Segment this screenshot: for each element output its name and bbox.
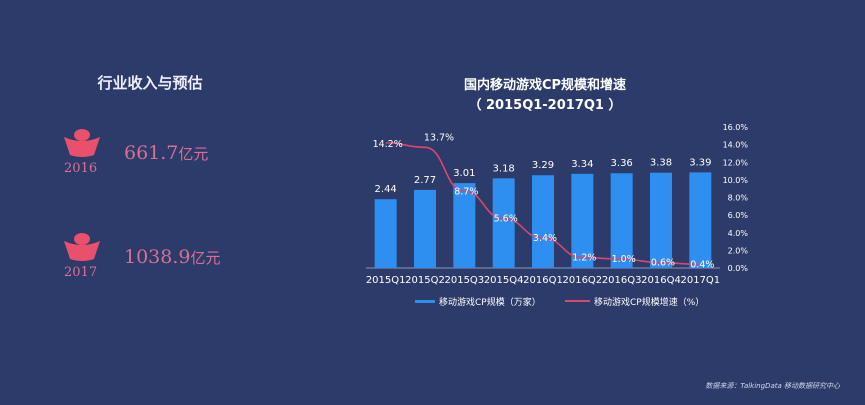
y-right-tick-label: 6.0% [728, 211, 749, 220]
line-label: 5.6% [494, 214, 518, 225]
y-right-tick-label: 8.0% [728, 194, 749, 203]
bar-label: 3.34 [571, 159, 593, 170]
bar-label: 2.44 [375, 184, 397, 195]
bar [689, 172, 712, 268]
gold-ingot-icon [64, 129, 100, 157]
bar [650, 172, 672, 268]
x-tick-label: 2015Q4 [484, 275, 524, 286]
revenue-value: 1038.9亿元 [124, 246, 221, 268]
line-label: 0.6% [651, 258, 675, 269]
line-label: 1.0% [612, 254, 636, 265]
bar [532, 175, 554, 268]
line-label: 8.7% [454, 186, 478, 197]
y-right-tick-label: 2.0% [728, 246, 749, 255]
y-right-tick-label: 4.0% [728, 229, 749, 238]
bar-label: 3.29 [532, 160, 554, 171]
x-tick-label: 2016Q2 [562, 275, 602, 286]
bar [453, 183, 476, 268]
bar [414, 189, 436, 268]
bar-label: 3.18 [493, 163, 515, 174]
source-note: 数据来源：TalkingData 移动数据研究中心 [705, 382, 840, 390]
legend-bar-swatch [415, 300, 435, 303]
gold-ingot-icon [64, 233, 100, 261]
bar [610, 173, 633, 268]
legend-line-label: 移动游戏CP规模增速（%） [594, 296, 704, 308]
bar [571, 173, 594, 268]
x-tick-label: 2017Q1 [680, 275, 720, 286]
bar-label: 3.36 [611, 158, 633, 169]
line-label: 3.4% [533, 233, 557, 244]
line-label: 14.2% [373, 139, 403, 150]
bar-label: 3.38 [650, 158, 672, 169]
year-label: 2016 [64, 161, 98, 176]
y-right-tick-label: 12.0% [723, 158, 749, 167]
chart-subtitle: （ 2015Q1-2017Q1 ） [468, 98, 622, 113]
legend-bar-label: 移动游戏CP规模（万家） [439, 296, 541, 308]
x-tick-label: 2016Q3 [602, 275, 642, 286]
bar [374, 199, 397, 268]
left-title: 行业收入与预估 [97, 74, 203, 92]
x-tick-label: 2015Q3 [444, 275, 484, 286]
bar [492, 178, 515, 268]
y-right-tick-label: 0.0% [728, 264, 749, 273]
chart-title-block: 国内移动游戏CP规模和增速 （ 2015Q1-2017Q1 ） [400, 76, 690, 116]
y-right-tick-label: 14.0% [723, 141, 749, 150]
x-tick-label: 2015Q1 [366, 275, 406, 286]
y-right-tick-label: 10.0% [723, 176, 749, 185]
revenue-value: 661.7亿元 [124, 142, 209, 164]
growth-line [385, 142, 701, 266]
y-right-tick-label: 16.0% [723, 123, 749, 132]
x-tick-label: 2016Q4 [641, 275, 681, 286]
bar-label: 3.01 [453, 168, 475, 179]
revenue-2017: 2017 1038.9亿元 [62, 231, 221, 280]
chart-title: 国内移动游戏CP规模和增速 [463, 78, 627, 93]
x-tick-label: 2016Q1 [523, 275, 563, 286]
bar-label: 3.39 [689, 157, 711, 168]
x-tick-label: 2015Q2 [405, 275, 445, 286]
line-label: 13.7% [424, 132, 454, 143]
revenue-2016: 2016 661.7亿元 [62, 127, 208, 176]
line-label: 0.4% [690, 259, 714, 270]
line-label: 1.2% [572, 252, 596, 263]
year-label: 2017 [64, 265, 98, 280]
bar-label: 2.77 [414, 175, 436, 186]
